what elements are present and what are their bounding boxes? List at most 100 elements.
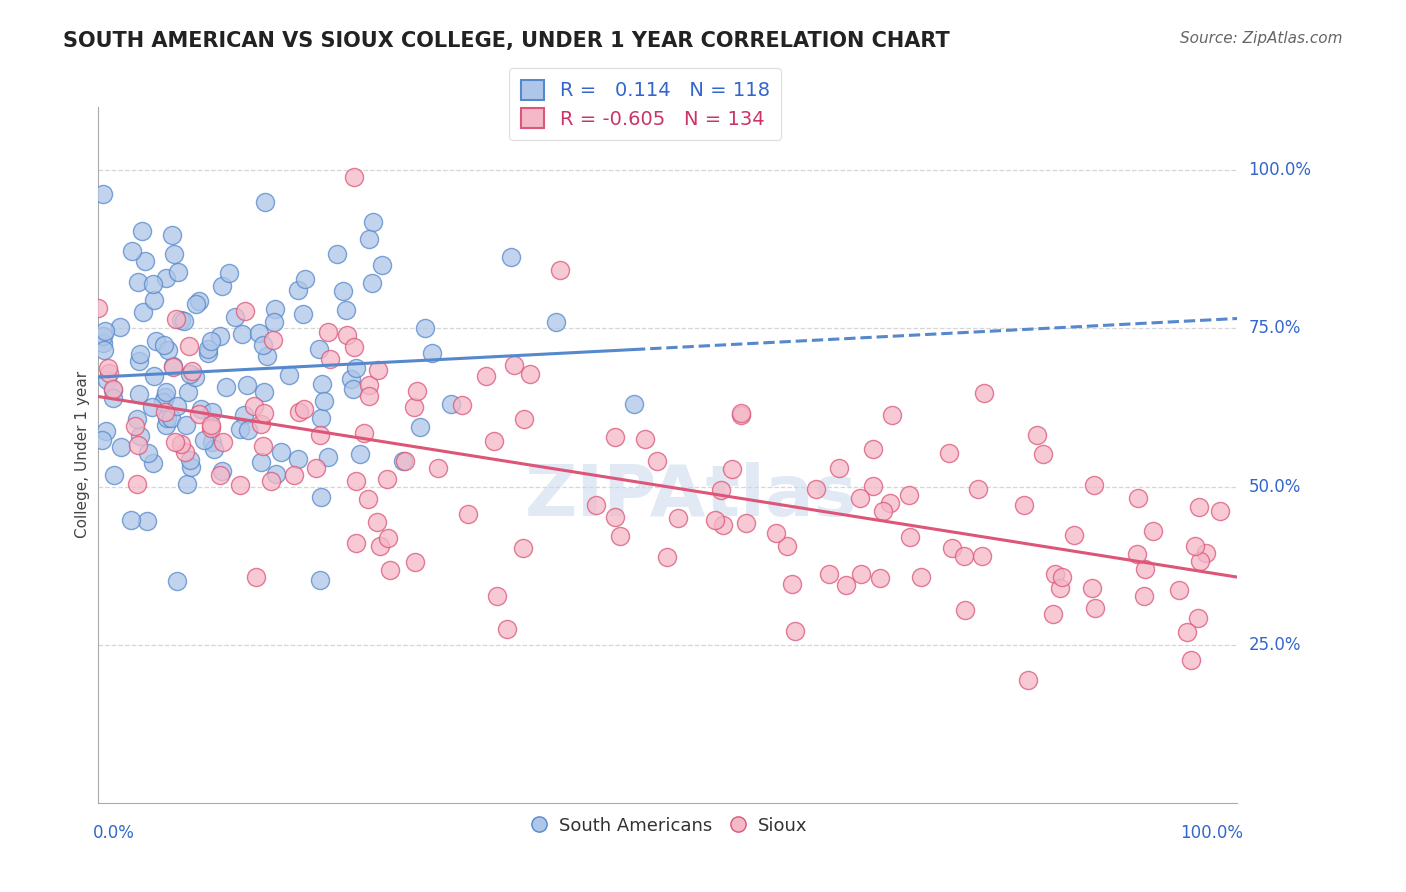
Point xyxy=(1209,504,1232,518)
Point xyxy=(91,433,114,447)
Point xyxy=(495,622,517,636)
Point xyxy=(484,434,506,449)
Point xyxy=(357,377,380,392)
Point xyxy=(1187,610,1209,624)
Point xyxy=(245,570,267,584)
Point xyxy=(409,419,432,434)
Point xyxy=(252,384,274,399)
Point xyxy=(179,453,201,467)
Text: Source: ZipAtlas.com: Source: ZipAtlas.com xyxy=(1180,31,1343,46)
Point xyxy=(804,482,827,496)
Point xyxy=(134,253,156,268)
Point xyxy=(1180,653,1202,667)
Point xyxy=(475,369,498,384)
Point xyxy=(96,373,118,387)
Point xyxy=(938,446,960,460)
Point xyxy=(451,398,474,412)
Point xyxy=(312,393,335,408)
Point xyxy=(201,435,224,450)
Point xyxy=(250,417,273,432)
Point xyxy=(179,339,201,353)
Point xyxy=(127,275,149,289)
Point xyxy=(818,567,841,582)
Point xyxy=(180,364,202,378)
Point xyxy=(311,377,333,392)
Point xyxy=(283,467,305,482)
Point xyxy=(193,433,215,447)
Point xyxy=(340,372,363,386)
Point xyxy=(343,169,366,184)
Point xyxy=(176,477,198,491)
Point xyxy=(1026,427,1049,442)
Point xyxy=(208,467,231,482)
Point xyxy=(153,390,176,404)
Point xyxy=(155,271,177,285)
Point xyxy=(872,503,894,517)
Point xyxy=(188,293,211,308)
Point xyxy=(413,320,436,334)
Point xyxy=(153,405,176,419)
Point xyxy=(200,421,222,435)
Point xyxy=(849,491,872,506)
Point xyxy=(292,307,315,321)
Point xyxy=(212,435,235,450)
Point xyxy=(332,284,354,298)
Text: ZIPAtlas: ZIPAtlas xyxy=(524,462,856,531)
Point xyxy=(457,507,479,521)
Point xyxy=(174,418,197,433)
Point xyxy=(129,347,152,361)
Point xyxy=(170,437,193,451)
Point xyxy=(366,515,388,529)
Point xyxy=(319,352,342,367)
Point xyxy=(145,334,167,349)
Point xyxy=(91,329,114,343)
Point xyxy=(402,401,425,415)
Point xyxy=(862,442,884,456)
Point xyxy=(252,438,274,452)
Point xyxy=(163,247,186,261)
Point xyxy=(124,419,146,434)
Point xyxy=(294,272,316,286)
Point xyxy=(501,250,523,264)
Point xyxy=(367,363,389,377)
Point xyxy=(252,338,274,352)
Point xyxy=(233,408,256,422)
Point xyxy=(155,384,177,399)
Point xyxy=(335,328,357,343)
Point xyxy=(309,410,332,425)
Legend: South Americans, Sioux: South Americans, Sioux xyxy=(522,809,814,842)
Point xyxy=(1042,607,1064,622)
Point xyxy=(173,445,195,459)
Point xyxy=(96,424,118,438)
Point xyxy=(357,232,380,246)
Point xyxy=(308,573,330,587)
Point xyxy=(655,550,678,565)
Point xyxy=(603,430,626,444)
Point xyxy=(342,383,364,397)
Point xyxy=(1184,539,1206,553)
Text: 100.0%: 100.0% xyxy=(1180,823,1243,842)
Point xyxy=(136,514,159,528)
Point xyxy=(197,343,219,357)
Point xyxy=(371,258,394,272)
Point xyxy=(519,367,541,381)
Point xyxy=(427,461,450,475)
Point xyxy=(190,402,212,417)
Point xyxy=(721,461,744,475)
Point xyxy=(201,405,224,419)
Point xyxy=(103,382,125,396)
Point xyxy=(356,491,378,506)
Point xyxy=(973,386,995,401)
Point xyxy=(208,329,231,343)
Point xyxy=(849,567,872,582)
Point xyxy=(98,366,121,380)
Point xyxy=(165,435,187,450)
Point xyxy=(103,383,125,397)
Point xyxy=(229,422,252,436)
Point xyxy=(765,525,787,540)
Point xyxy=(1188,554,1211,568)
Text: 100.0%: 100.0% xyxy=(1249,161,1312,179)
Point xyxy=(166,574,188,589)
Point xyxy=(292,402,315,417)
Point xyxy=(93,343,115,357)
